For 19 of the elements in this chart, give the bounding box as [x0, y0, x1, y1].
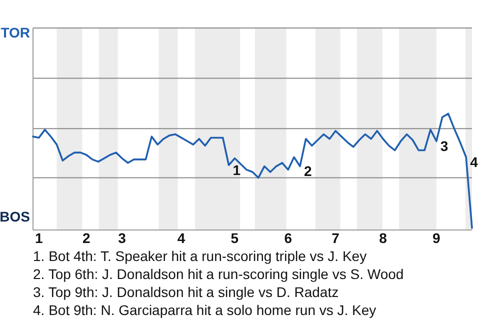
text: 4. Bot 9th: N. Garciaparra hit a solo home run vs J. Key — [33, 302, 376, 318]
x-tick-label: 3 — [118, 230, 126, 246]
annotation: 1 — [232, 162, 241, 178]
annotation: 3 — [440, 138, 448, 154]
x-tick-label: 9 — [432, 230, 441, 246]
text: 2. Top 6th: J. Donaldson hit a run-scoring single vs S. Wood — [33, 266, 404, 282]
text: 3. Top 9th: J. Donaldson hit a single vs D. Radatz — [33, 284, 339, 300]
x-tick-label: 6 — [284, 230, 292, 246]
x-tick-label: 2 — [82, 230, 90, 246]
annotation: 4 — [470, 154, 478, 170]
annotation: 2 — [304, 162, 312, 179]
x-tick-label: 1 — [35, 230, 44, 246]
x-tick-label: 7 — [332, 230, 340, 246]
x-tick-label: 8 — [379, 230, 388, 246]
text: 1. Bot 4th: T. Speaker hit a run-scoring triple vs J. Key — [33, 248, 367, 264]
text: TOR — [0, 24, 30, 41]
x-tick-label: 4 — [177, 230, 186, 246]
x-tick-label: 5 — [230, 230, 239, 246]
text: BOS — [0, 208, 30, 225]
